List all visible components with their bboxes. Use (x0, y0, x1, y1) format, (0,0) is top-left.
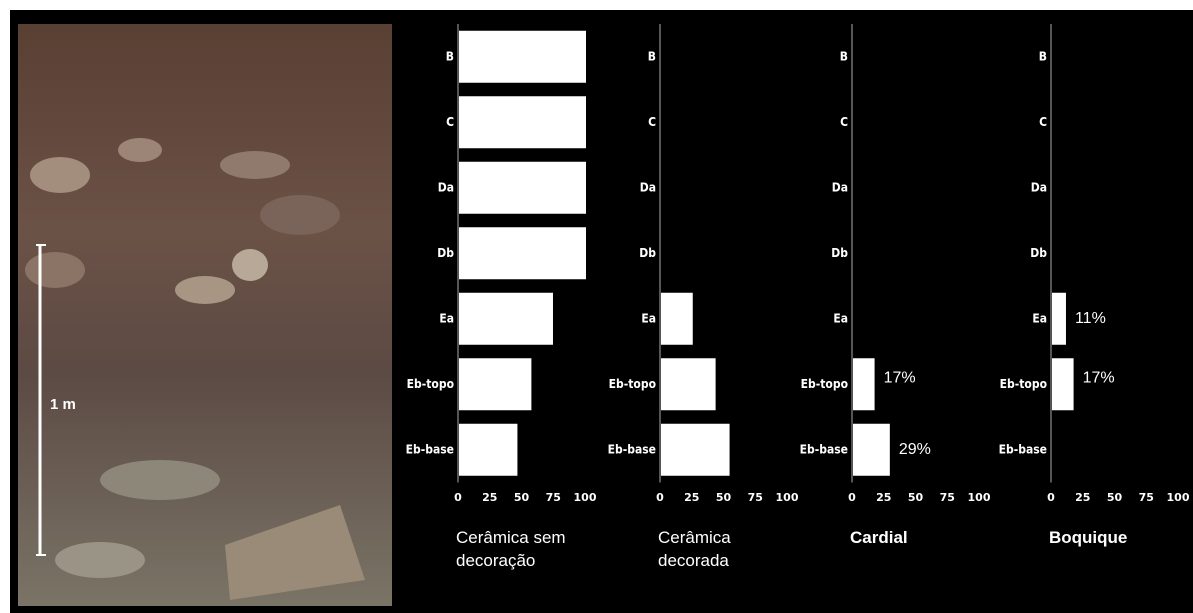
bar (459, 96, 586, 148)
category-label: Da (438, 180, 454, 194)
x-tick-label: 0 (656, 491, 664, 504)
category-label: Eb-topo (407, 377, 454, 391)
bar (661, 293, 693, 345)
x-tick-label: 75 (940, 491, 955, 504)
category-label: Db (639, 246, 656, 260)
category-label: Eb-topo (609, 377, 656, 391)
category-label: Da (640, 180, 656, 194)
bar (459, 293, 553, 345)
category-label: Eb-base (800, 442, 848, 456)
x-tick-label: 75 (748, 491, 763, 504)
x-tick-label: 25 (876, 491, 891, 504)
bar (459, 162, 586, 214)
category-label: Ea (1032, 311, 1047, 325)
photo: 1 m (18, 24, 392, 606)
category-label: Db (1030, 246, 1047, 260)
bar (853, 358, 875, 410)
category-label: Ea (439, 311, 454, 325)
x-tick-label: 0 (454, 491, 462, 504)
rock (260, 195, 340, 235)
category-label: Da (1031, 180, 1047, 194)
x-tick-label: 100 (776, 491, 799, 504)
bar (853, 424, 890, 476)
chart-canvas: 1 m B C Da Db Ea Eb-topo Eb-base 0 25 50 75 100 B C Da… (0, 0, 1193, 613)
rock (220, 151, 290, 179)
category-label: C (1039, 115, 1047, 129)
chart-title: Cerâmica sem decoração (456, 526, 606, 572)
x-tick-label: 25 (1075, 491, 1090, 504)
category-label: C (840, 115, 848, 129)
category-label: Eb-base (608, 442, 656, 456)
chart-title: Boquique (1049, 526, 1193, 549)
value-label: 29% (899, 441, 931, 458)
x-tick-label: 0 (1047, 491, 1055, 504)
x-tick-label: 100 (1167, 491, 1190, 504)
category-label: B (446, 49, 454, 63)
bar (661, 424, 730, 476)
category-label: Eb-base (999, 442, 1047, 456)
bar (459, 424, 517, 476)
bar (459, 227, 586, 279)
scale-label: 1 m (50, 396, 76, 413)
bar (1052, 358, 1074, 410)
rock (118, 138, 162, 162)
rock (55, 542, 145, 578)
category-label: Ea (833, 311, 848, 325)
bar (459, 31, 586, 83)
category-label: Da (832, 180, 848, 194)
x-tick-label: 25 (684, 491, 699, 504)
chart-title: Cardial (850, 526, 1000, 549)
figure: 1 m B C Da Db Ea Eb-topo Eb-base 0 25 50 75 100 B C Da… (0, 0, 1193, 613)
category-label: Eb-topo (1000, 377, 1047, 391)
rock (30, 157, 90, 193)
bar (1052, 293, 1066, 345)
category-label: C (446, 115, 454, 129)
x-tick-label: 50 (1107, 491, 1123, 504)
x-tick-label: 75 (546, 491, 561, 504)
category-label: Db (831, 246, 848, 260)
x-tick-label: 100 (574, 491, 597, 504)
rock (25, 252, 85, 288)
x-tick-label: 50 (716, 491, 732, 504)
x-tick-label: 50 (514, 491, 530, 504)
x-tick-label: 25 (482, 491, 497, 504)
category-label: Ea (641, 311, 656, 325)
value-label: 17% (1083, 369, 1115, 386)
category-label: B (648, 49, 656, 63)
category-label: Eb-base (406, 442, 454, 456)
category-label: B (840, 49, 848, 63)
rock (232, 249, 268, 281)
bar (459, 358, 531, 410)
x-tick-label: 50 (908, 491, 924, 504)
value-label: 11% (1075, 310, 1106, 327)
chart-title: Cerâmica decorada (658, 526, 753, 572)
bar (661, 358, 716, 410)
category-label: Db (437, 246, 454, 260)
category-label: Eb-topo (801, 377, 848, 391)
rock (100, 460, 220, 500)
value-label: 17% (884, 369, 916, 386)
x-tick-label: 0 (848, 491, 856, 504)
category-label: B (1039, 49, 1047, 63)
x-tick-label: 100 (968, 491, 991, 504)
rock (175, 276, 235, 304)
x-tick-label: 75 (1139, 491, 1154, 504)
category-label: C (648, 115, 656, 129)
